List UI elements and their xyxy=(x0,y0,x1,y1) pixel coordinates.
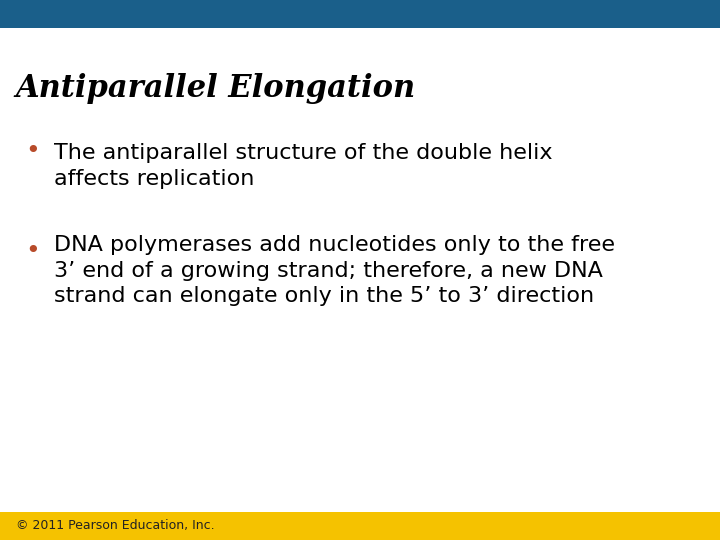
Bar xyxy=(0,0,720,28)
Text: •: • xyxy=(25,139,40,163)
Bar xyxy=(0,512,720,540)
Text: DNA polymerases add nucleotides only to the free
3’ end of a growing strand; the: DNA polymerases add nucleotides only to … xyxy=(54,235,615,306)
Text: The antiparallel structure of the double helix
affects replication: The antiparallel structure of the double… xyxy=(54,143,552,188)
Text: © 2011 Pearson Education, Inc.: © 2011 Pearson Education, Inc. xyxy=(16,519,215,532)
Text: Antiparallel Elongation: Antiparallel Elongation xyxy=(16,73,416,104)
Text: •: • xyxy=(25,239,40,263)
